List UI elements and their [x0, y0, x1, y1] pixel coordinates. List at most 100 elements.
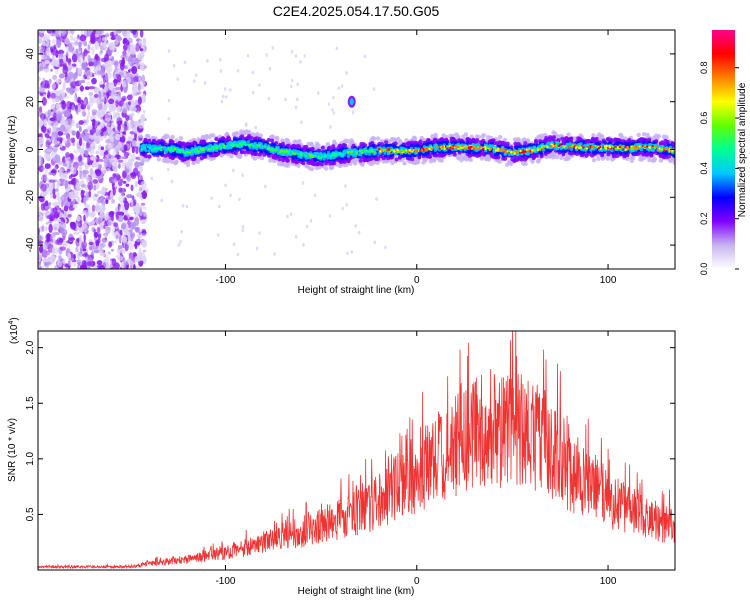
- noise-speck: [69, 65, 76, 69]
- noise-speck: [42, 41, 46, 45]
- noise-speck: [141, 93, 146, 103]
- noise-speck: [127, 107, 130, 112]
- noise-speck: [132, 251, 137, 256]
- noise-speck: [46, 83, 51, 89]
- noise-speck: [38, 252, 42, 263]
- noise-speck: [87, 44, 90, 50]
- noise-speck: [126, 174, 132, 182]
- noise-speck: [59, 143, 63, 148]
- noise-speck: [76, 96, 82, 103]
- noise-speck: [133, 76, 139, 83]
- noise-speck: [105, 139, 112, 144]
- noise-speck: [73, 72, 77, 81]
- noise-speck: [80, 105, 84, 110]
- y-tick-label: 20: [25, 96, 36, 108]
- noise-speck: [117, 74, 122, 83]
- noise-speck: [112, 173, 117, 178]
- noise-speck: [65, 152, 70, 158]
- noise-speck: [40, 54, 48, 60]
- noise-speck: [142, 219, 147, 223]
- noise-speck: [66, 101, 72, 110]
- noise-speck: [49, 254, 56, 263]
- noise-speck: [138, 77, 142, 81]
- noise-speck: [98, 90, 102, 100]
- noise-speck: [99, 195, 105, 204]
- noise-speck: [57, 161, 64, 166]
- noise-speck: [138, 137, 143, 141]
- noise-speck: [88, 241, 94, 246]
- noise-speck: [45, 266, 49, 269]
- noise-speck: [76, 130, 80, 140]
- noise-speck: [130, 99, 135, 108]
- noise-speck: [78, 126, 82, 133]
- noise-speck: [111, 163, 118, 171]
- noise-speck: [82, 142, 85, 149]
- noise-speck: [97, 263, 104, 269]
- noise-speck: [97, 70, 104, 75]
- noise-speck: [79, 147, 85, 155]
- noise-speck: [88, 245, 96, 251]
- noise-speck: [129, 45, 136, 56]
- noise-speck: [88, 190, 92, 198]
- noise-speck: [85, 209, 89, 218]
- noise-speck: [95, 182, 100, 190]
- noise-speck: [136, 238, 141, 243]
- noise-speck: [103, 85, 109, 93]
- noise-speck: [38, 154, 42, 162]
- noise-speck: [63, 192, 69, 198]
- noise-speck: [42, 77, 46, 86]
- noise-speck: [104, 254, 109, 262]
- noise-speck: [44, 59, 50, 64]
- noise-speck: [38, 165, 44, 173]
- noise-speck: [108, 241, 112, 248]
- noise-speck: [115, 86, 121, 92]
- noise-speck: [111, 55, 114, 62]
- noise-speck: [122, 171, 127, 178]
- noise-speck: [98, 159, 104, 162]
- noise-speck: [59, 221, 65, 228]
- noise-speck: [58, 255, 62, 261]
- noise-speck: [107, 144, 114, 149]
- noise-speck: [135, 181, 138, 187]
- noise-speck: [124, 201, 130, 211]
- noise-speck: [113, 79, 119, 84]
- noise-speck: [69, 87, 74, 96]
- noise-speck: [45, 200, 49, 207]
- noise-speck: [118, 182, 123, 186]
- noise-speck: [92, 59, 98, 67]
- noise-speck: [38, 194, 45, 203]
- noise-speck: [104, 53, 109, 62]
- spectrogram-image: [38, 30, 675, 269]
- noise-speck: [95, 169, 102, 177]
- noise-speck: [86, 104, 91, 111]
- noise-speck: [51, 145, 58, 153]
- noise-speck: [82, 223, 88, 233]
- noise-speck: [38, 133, 42, 138]
- noise-speck: [38, 36, 43, 40]
- noise-speck: [55, 103, 61, 110]
- noise-speck: [101, 105, 108, 114]
- noise-speck: [38, 240, 44, 244]
- noise-speck: [50, 234, 53, 242]
- noise-speck: [94, 33, 100, 38]
- noise-speck: [82, 135, 90, 142]
- noise-speck: [59, 63, 65, 67]
- noise-speck: [138, 231, 142, 235]
- noise-speck: [61, 100, 67, 110]
- noise-speck: [121, 164, 126, 169]
- noise-speck: [49, 110, 54, 116]
- noise-speck: [104, 72, 108, 82]
- noise-speck: [86, 82, 90, 86]
- noise-speck: [97, 238, 101, 244]
- noise-speck: [59, 246, 66, 251]
- snr-axes: -100 0 100 0.5 1.0 1.5 2.0: [25, 331, 675, 587]
- noise-speck: [142, 241, 147, 248]
- noise-speck: [99, 98, 106, 103]
- noise-speck: [93, 231, 99, 238]
- noise-speck: [51, 38, 56, 44]
- noise-speck: [70, 34, 74, 41]
- noise-speck: [116, 36, 123, 41]
- x-tick-label: -100: [215, 576, 235, 587]
- noise-speck: [107, 251, 111, 255]
